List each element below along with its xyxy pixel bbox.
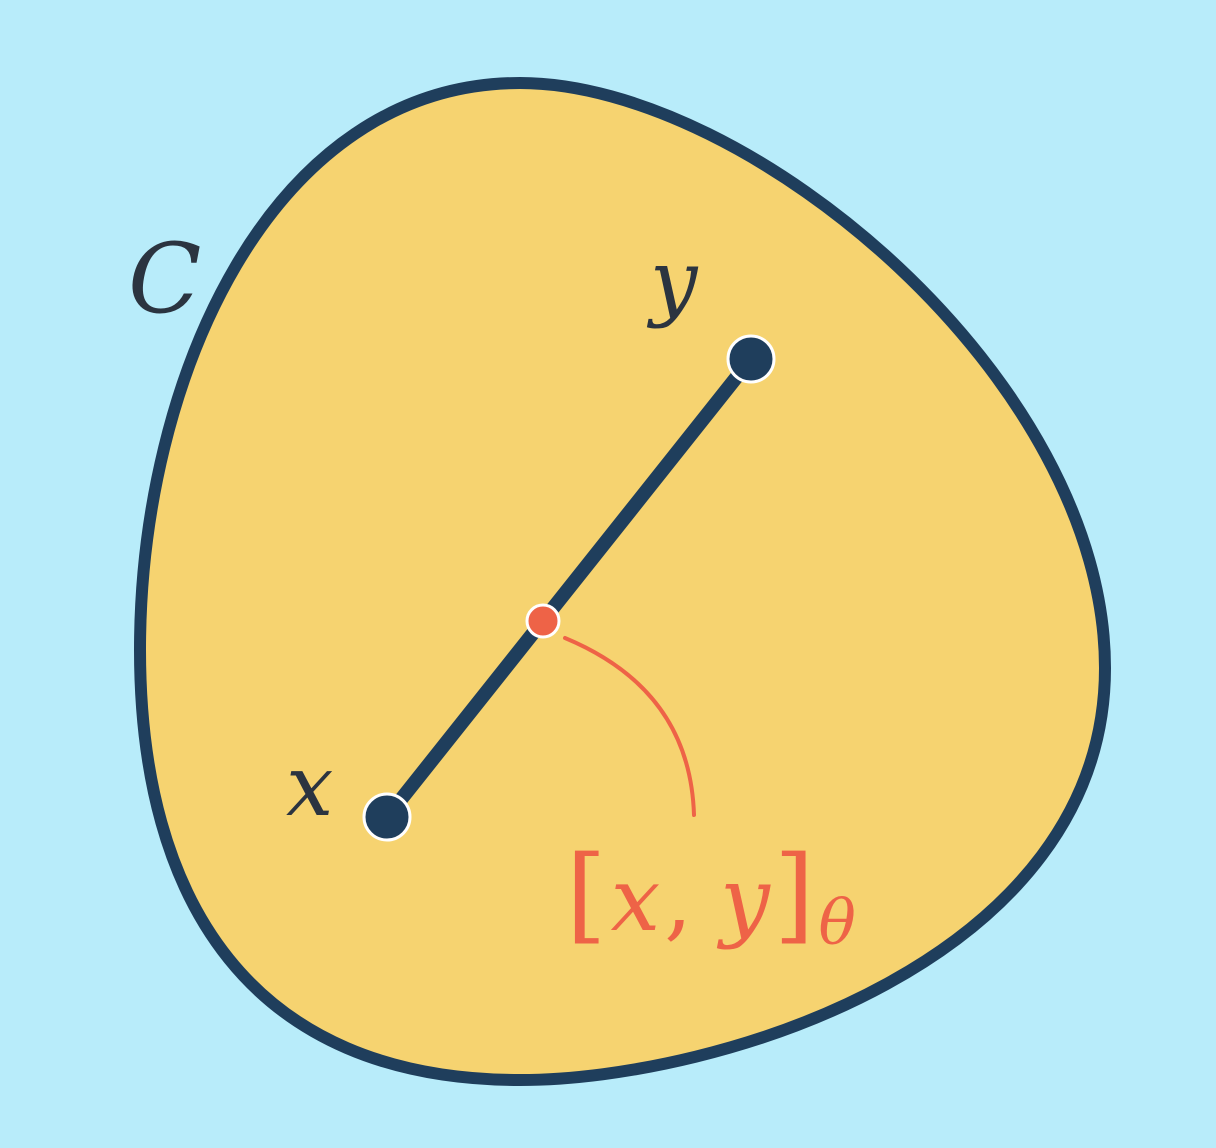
- point-y-dot: [726, 334, 776, 384]
- combination-x: x: [611, 848, 661, 951]
- combination-point-dot: [525, 603, 561, 639]
- combination-close-bracket: ]: [774, 833, 815, 955]
- point-y-label: y: [646, 232, 699, 330]
- combination-separator: ,: [664, 848, 720, 951]
- segment-x-y: [380, 352, 758, 824]
- pointer-curve: [563, 636, 696, 817]
- point-x-label: x: [286, 737, 333, 835]
- set-label: C: [128, 223, 201, 335]
- point-x-dot: [362, 792, 412, 842]
- combination-subscript: θ: [818, 886, 855, 959]
- combination-label: [ x , y ] θ: [566, 833, 856, 959]
- combination-y: y: [716, 848, 771, 951]
- combination-open-bracket: [: [566, 833, 607, 955]
